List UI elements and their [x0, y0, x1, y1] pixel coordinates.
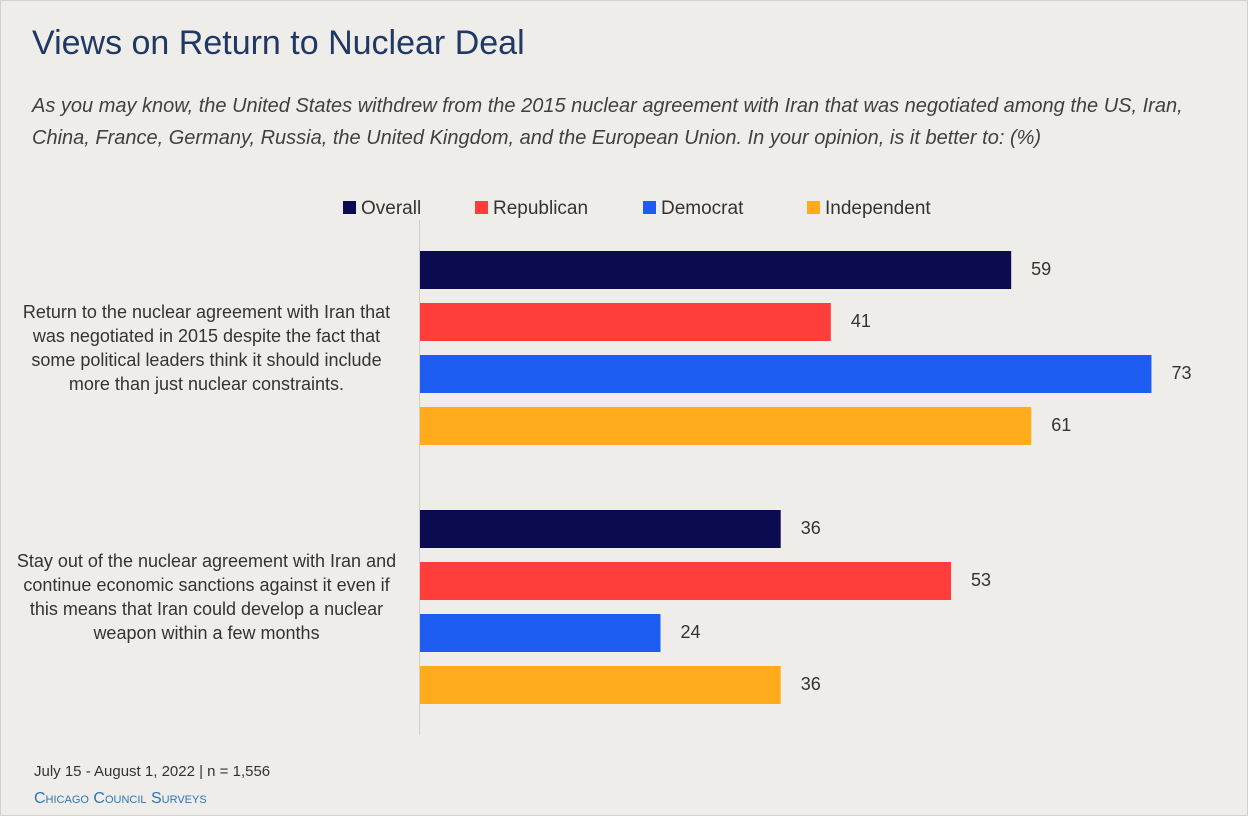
chart-title: Views on Return to Nuclear Deal	[32, 24, 525, 62]
legend-swatch	[475, 201, 488, 214]
legend-label: Overall	[361, 198, 421, 219]
bar	[420, 666, 781, 704]
legend-swatch	[343, 201, 356, 214]
legend-label: Independent	[825, 198, 931, 219]
value-label: 61	[1051, 415, 1071, 435]
source: Chicago Council Surveys	[34, 790, 207, 807]
value-label: 36	[801, 674, 821, 694]
chart-subtitle: As you may know, the United States withd…	[32, 95, 1183, 149]
legend-swatch	[643, 201, 656, 214]
value-label: 24	[680, 622, 700, 642]
legend-swatch	[807, 201, 820, 214]
bar	[420, 251, 1012, 289]
legend-label: Republican	[493, 198, 588, 219]
value-label: 59	[1031, 259, 1051, 279]
value-label: 73	[1171, 363, 1191, 383]
bar	[420, 510, 781, 548]
category-label: Stay out of the nuclear agreement with I…	[16, 551, 397, 643]
value-label: 53	[971, 570, 991, 590]
category-label: Return to the nuclear agreement with Ira…	[22, 302, 391, 394]
bar	[420, 355, 1152, 393]
bar	[420, 303, 831, 341]
bar	[420, 562, 952, 600]
value-label: 41	[851, 311, 871, 331]
legend-label: Democrat	[661, 198, 744, 219]
bar	[420, 407, 1032, 445]
note: July 15 - August 1, 2022 | n = 1,556	[34, 763, 271, 780]
value-label: 36	[801, 518, 821, 538]
bar	[420, 614, 661, 652]
